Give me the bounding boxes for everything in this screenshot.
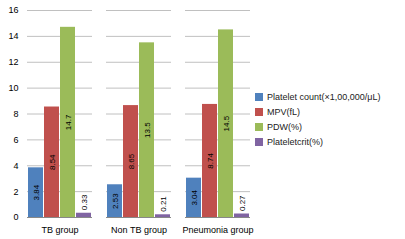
- svg-text:Non TB group: Non TB group: [111, 225, 167, 235]
- svg-text:4: 4: [13, 161, 18, 171]
- svg-text:0.21: 0.21: [159, 196, 168, 212]
- svg-text:14.7: 14.7: [64, 114, 73, 130]
- svg-text:3.84: 3.84: [32, 184, 41, 200]
- svg-text:8.54: 8.54: [48, 154, 57, 170]
- svg-text:0.27: 0.27: [238, 195, 247, 211]
- svg-text:2.53: 2.53: [111, 193, 120, 209]
- svg-text:2: 2: [13, 187, 18, 197]
- svg-text:16: 16: [8, 5, 18, 15]
- svg-text:8.65: 8.65: [127, 153, 136, 169]
- svg-text:TB group: TB group: [41, 225, 78, 235]
- svg-text:0: 0: [13, 212, 18, 222]
- svg-text:Pneumonia group: Pneumonia group: [182, 225, 253, 235]
- html-text:MPV(fL): MPV(fL): [267, 107, 300, 117]
- svg-text:0.33: 0.33: [80, 194, 89, 210]
- html-text:PDW(%): PDW(%): [267, 122, 302, 132]
- svg-text:10: 10: [8, 83, 18, 93]
- svg-text:12: 12: [8, 57, 18, 67]
- svg-text:8: 8: [13, 109, 18, 119]
- html-text:Platelet count(×1,00,000/μL): Platelet count(×1,00,000/μL): [267, 92, 381, 102]
- svg-text:13.5: 13.5: [143, 122, 152, 138]
- svg-text:14: 14: [8, 31, 18, 41]
- svg-text:3.04: 3.04: [190, 190, 199, 206]
- svg-text:6: 6: [13, 135, 18, 145]
- svg-text:14.5: 14.5: [222, 115, 231, 131]
- svg-text:8.74: 8.74: [206, 153, 215, 169]
- html-text:Plateletcrit(%): Plateletcrit(%): [267, 137, 323, 147]
